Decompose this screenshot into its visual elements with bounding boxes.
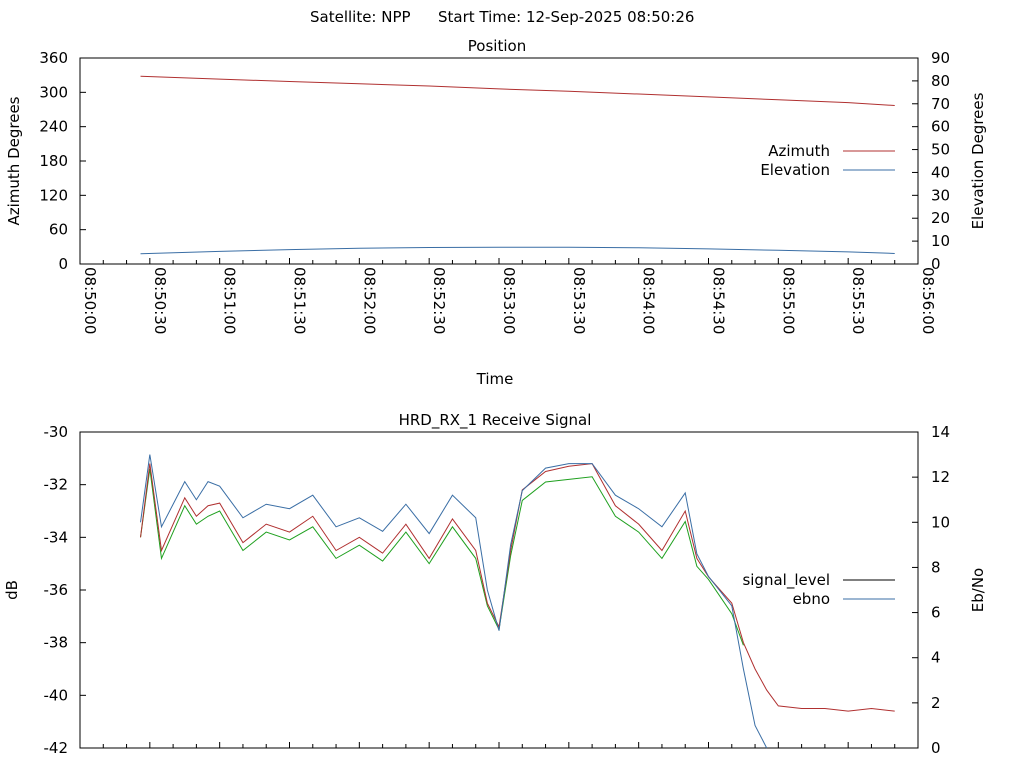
x-tick-label: 08:51:30 bbox=[291, 267, 309, 334]
y2-tick-label: 50 bbox=[931, 141, 950, 159]
y2-tick-label: 40 bbox=[931, 163, 950, 181]
y2-tick-label: 60 bbox=[931, 118, 950, 136]
y2-tick-label: 14 bbox=[931, 423, 950, 441]
y2-tick-label: 12 bbox=[931, 468, 950, 486]
y2-tick-label: 10 bbox=[931, 513, 950, 531]
y-tick-label: 240 bbox=[39, 118, 68, 136]
y2-tick-label: 2 bbox=[931, 694, 941, 712]
header-start-time: Start Time: 12-Sep-2025 08:50:26 bbox=[438, 8, 694, 26]
y-tick-label: 300 bbox=[39, 83, 68, 101]
x-tick-label: 08:51:00 bbox=[221, 267, 239, 334]
position-chart-title: Position bbox=[468, 37, 526, 55]
y-tick-label: -32 bbox=[44, 476, 69, 494]
position-x-axis-label: Time bbox=[476, 370, 514, 388]
position-chart: Position Azimuth Degrees Elevation Degre… bbox=[5, 37, 987, 388]
signal-y-axis-label: dB bbox=[3, 580, 21, 600]
y-tick-label: -30 bbox=[44, 423, 69, 441]
legend-label-elevation: Elevation bbox=[760, 161, 830, 179]
y-tick-label: -42 bbox=[44, 739, 69, 757]
series-line-signal-level-green bbox=[140, 468, 744, 646]
x-tick-label: 08:50:30 bbox=[151, 267, 169, 334]
y2-tick-label: 4 bbox=[931, 649, 941, 667]
series-line-elevation bbox=[140, 246, 895, 255]
y-tick-label: -36 bbox=[44, 581, 69, 599]
y2-tick-label: 0 bbox=[931, 255, 941, 273]
y2-tick-label: 10 bbox=[931, 232, 950, 250]
y2-tick-label: 6 bbox=[931, 604, 941, 622]
y-tick-label: -40 bbox=[44, 686, 69, 704]
y-tick-label: 180 bbox=[39, 152, 68, 170]
header-satellite: Satellite: NPP bbox=[310, 8, 411, 26]
y2-tick-label: 30 bbox=[931, 186, 950, 204]
x-tick-label: 08:55:00 bbox=[779, 267, 797, 334]
y2-tick-label: 8 bbox=[931, 558, 941, 576]
signal-chart-title: HRD_RX_1 Receive Signal bbox=[399, 411, 592, 430]
y-tick-label: 120 bbox=[39, 186, 68, 204]
x-tick-label: 08:54:00 bbox=[640, 267, 658, 334]
position-y2-axis-label: Elevation Degrees bbox=[969, 92, 987, 229]
series-line-azimuth bbox=[140, 75, 895, 106]
x-tick-label: 08:53:00 bbox=[500, 267, 518, 334]
signal-y2-axis-label: Eb/No bbox=[969, 568, 987, 612]
y2-tick-label: 80 bbox=[931, 72, 950, 90]
y-tick-label: 0 bbox=[58, 255, 68, 273]
series-line-ebno bbox=[140, 454, 768, 749]
legend-label-azimuth: Azimuth bbox=[768, 142, 830, 160]
y2-tick-label: 70 bbox=[931, 95, 950, 113]
legend-label-ebno: ebno bbox=[793, 590, 830, 608]
x-tick-label: 08:53:30 bbox=[570, 267, 588, 334]
x-tick-label: 08:50:00 bbox=[81, 267, 99, 334]
legend-label-signal-level: signal_level bbox=[742, 571, 830, 590]
y-tick-label: 60 bbox=[49, 221, 68, 239]
y-tick-label: -38 bbox=[44, 634, 69, 652]
y2-tick-label: 20 bbox=[931, 209, 950, 227]
y-tick-label: 360 bbox=[39, 49, 68, 67]
y2-tick-label: 0 bbox=[931, 739, 941, 757]
x-tick-label: 08:54:30 bbox=[710, 267, 728, 334]
y2-tick-label: 90 bbox=[931, 49, 950, 67]
x-tick-label: 08:55:30 bbox=[849, 267, 867, 334]
y-tick-label: -34 bbox=[44, 528, 69, 546]
x-tick-label: 08:52:30 bbox=[430, 267, 448, 334]
position-y-axis-label: Azimuth Degrees bbox=[5, 96, 23, 225]
x-tick-label: 08:52:00 bbox=[360, 267, 378, 334]
x-tick-label: 08:56:00 bbox=[919, 267, 937, 334]
